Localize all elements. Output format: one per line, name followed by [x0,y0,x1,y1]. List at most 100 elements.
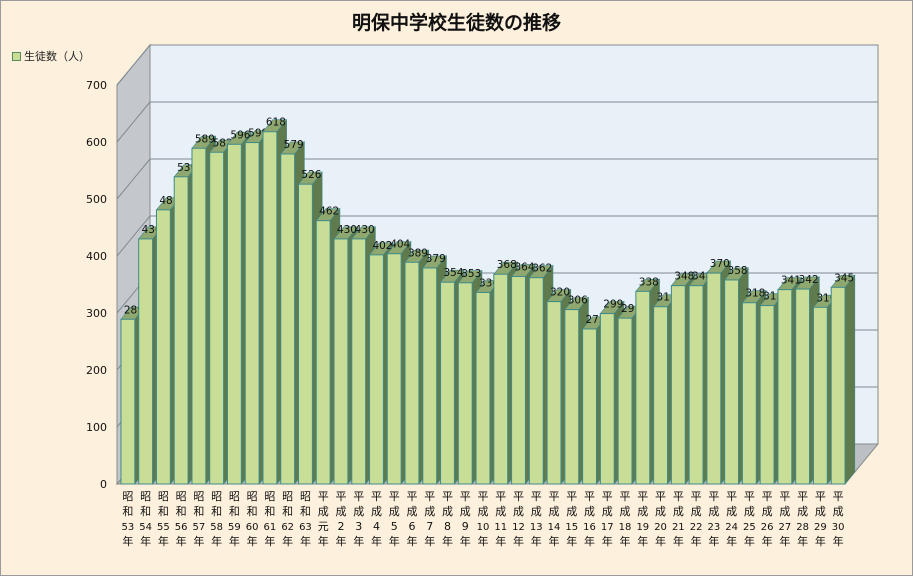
x-tick-label: 3 [355,520,362,533]
legend-label: 生徒数（人） [24,50,90,63]
bar [528,277,544,485]
x-tick-label: 53 [122,522,135,533]
x-tick-label: 元 [318,520,329,533]
data-label: 579 [284,139,304,151]
x-tick-label: 29 [814,522,827,533]
x-tick-label: 昭 [193,490,204,503]
x-tick-label: 成 [815,505,826,518]
bar [173,176,189,485]
x-tick-label: 平 [531,490,542,503]
x-tick-label: 成 [797,505,808,518]
x-tick-label: 成 [602,505,613,518]
x-tick-label: 平 [389,490,400,503]
x-tick-label: 55 [157,522,170,533]
x-tick-label: 平 [478,490,489,503]
x-tick-label: 成 [513,505,524,518]
bar [759,305,775,485]
x-tick-label: 和 [282,505,293,518]
x-tick-label: 年 [620,534,631,548]
x-tick-label: 成 [833,505,844,518]
bar [333,238,349,485]
bar [209,151,225,485]
bar [617,317,633,485]
x-tick-label: 年 [726,534,737,548]
gridline-side [116,158,151,200]
bar-side [844,274,856,485]
x-tick-label: 14 [548,522,561,533]
data-label: 526 [301,169,321,181]
y-tick-label: 400 [86,250,107,263]
x-tick-label: 年 [833,534,844,548]
x-tick-label: 15 [565,522,578,533]
x-tick-label: 9 [462,520,469,533]
data-label: 404 [390,239,410,251]
x-tick-label: 21 [672,522,685,533]
x-tick-label: 年 [371,534,382,548]
bar [315,220,331,485]
x-tick-label: 22 [690,522,703,533]
bar [298,183,313,485]
x-tick-label: 和 [247,505,258,518]
x-tick-label: 年 [406,534,417,548]
x-tick-label: 平 [797,490,808,503]
bar [351,238,367,485]
x-tick-label: 平 [602,490,613,503]
bar [191,147,207,485]
x-tick-label: 19 [636,522,649,533]
x-tick-label: 年 [247,534,258,548]
bar [777,289,793,485]
x-tick-label: 10 [477,522,490,533]
x-tick-label: 和 [140,505,151,518]
x-tick-label: 成 [478,505,489,518]
y-tick-label: 0 [100,478,107,491]
x-tick-label: 11 [494,522,507,533]
x-tick-label: 年 [584,534,595,548]
x-tick-label: 62 [281,522,294,533]
x-tick-label: 26 [761,522,774,533]
bar [138,238,154,485]
x-tick-label: 成 [637,505,648,518]
x-tick-label: 成 [779,505,790,518]
x-tick-label: 年 [602,534,613,548]
data-label: 364 [514,262,534,274]
x-tick-label: 54 [139,522,152,533]
x-tick-label: 63 [299,522,312,533]
bar [724,279,740,485]
bar [688,285,704,485]
x-tick-label: 成 [442,505,453,518]
data-label: 320 [550,287,570,299]
data-label: 402 [372,240,392,252]
x-tick-label: 昭 [176,490,187,503]
data-label: 318 [745,288,765,300]
bar [226,143,242,485]
bar [262,131,278,485]
data-label: 354 [443,267,463,279]
x-tick-label: 平 [406,490,417,503]
x-tick-label: 平 [708,490,719,503]
y-tick-label: 300 [86,307,107,320]
x-tick-label: 成 [726,505,737,518]
x-tick-label: 平 [673,490,684,503]
x-tick-label: 和 [264,505,275,518]
x-tick-label: 年 [691,534,702,548]
x-tick-label: 59 [228,522,241,533]
x-tick-label: 年 [424,534,435,548]
x-tick-label: 年 [460,534,471,548]
x-tick-label: 平 [335,490,346,503]
x-tick-label: 年 [442,534,453,548]
x-tick-label: 年 [211,534,222,548]
x-tick-label: 30 [832,522,845,533]
x-tick-label: 成 [371,505,382,518]
x-tick-label: 平 [815,490,826,503]
legend: 生徒数（人） [12,48,90,64]
x-tick-label: 和 [122,505,133,518]
x-tick-label: 8 [444,520,451,533]
bar [564,309,580,485]
bar [795,288,811,485]
x-tick-label: 平 [691,490,702,503]
x-tick-label: 年 [193,534,204,548]
bar [511,276,526,485]
x-tick-label: 平 [833,490,844,503]
x-tick-label: 年 [762,534,773,548]
x-tick-label: 年 [300,534,311,548]
